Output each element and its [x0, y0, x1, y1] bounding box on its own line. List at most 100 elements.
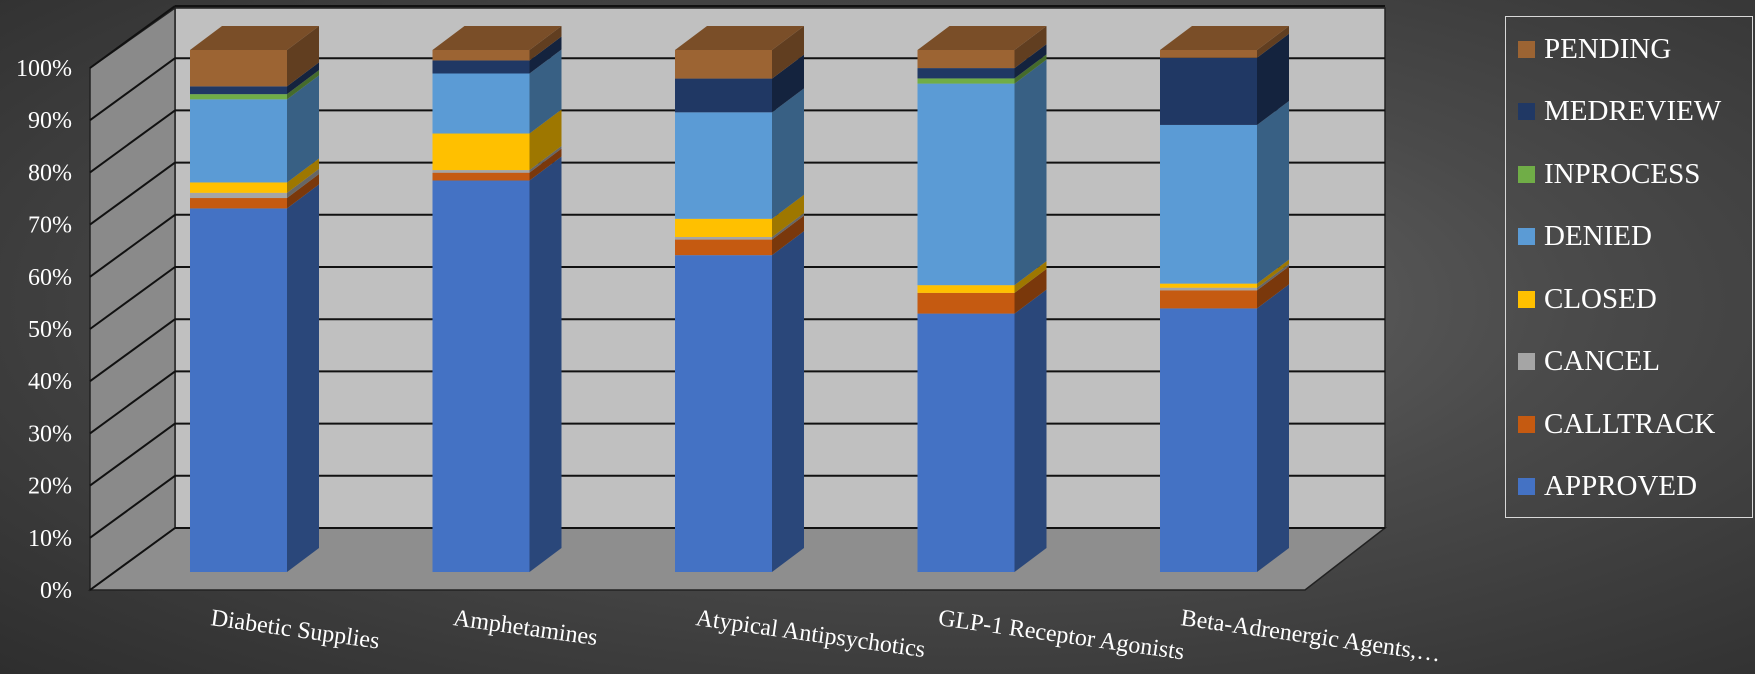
bar-segment — [1160, 100, 1289, 284]
y-tick-label: 50% — [28, 317, 72, 343]
bar-segment-side — [287, 26, 319, 87]
y-tick-label: 30% — [28, 421, 72, 447]
bar-segment-side — [287, 184, 319, 572]
bar-segment — [1160, 284, 1289, 572]
bar-segment-side — [287, 174, 319, 209]
legend-swatch — [1518, 353, 1535, 370]
legend-item: MEDREVIEW — [1518, 92, 1721, 132]
x-category-label: Amphetamines — [452, 605, 600, 651]
bar-segment-front — [1160, 287, 1257, 291]
x-category-label: Atypical Antipsychotics — [694, 605, 927, 663]
gridline-side — [89, 109, 176, 174]
bar-segment — [190, 174, 319, 209]
bar-segment-front — [432, 133, 530, 171]
bar-segment-front — [917, 50, 1015, 69]
bar-segment-side — [529, 156, 562, 572]
bar-segment-front — [675, 78, 772, 113]
bar-segment-side — [1257, 284, 1289, 572]
bar-segment-front — [917, 68, 1015, 79]
bar-segment-side — [1014, 261, 1047, 293]
bar-segment — [917, 268, 1047, 314]
bar-segment-front — [190, 86, 287, 95]
bar-segment-front — [675, 50, 772, 79]
bar-segment-side — [1014, 59, 1047, 286]
bar-segment-front — [190, 50, 287, 87]
bar-segment-front — [432, 60, 530, 74]
gridline-side — [89, 318, 176, 383]
legend-label: DENIED — [1544, 220, 1652, 252]
bar-segment — [190, 168, 319, 199]
bar-segment — [432, 36, 562, 74]
bar-segment — [675, 88, 804, 219]
chart-legend: PENDING MEDREVIEW INPROCESS DENIED CLOSED CAN… — [1505, 16, 1753, 518]
bar-segment-side — [1014, 268, 1047, 314]
legend-label: MEDREVIEW — [1544, 95, 1722, 127]
bar-segment-front — [917, 78, 1015, 84]
bar-segment-front — [432, 73, 530, 134]
bar-segment — [432, 156, 562, 572]
bar-segment — [917, 59, 1047, 286]
y-tick-label: 100% — [16, 56, 72, 82]
legend-item: APPROVED — [1518, 467, 1697, 507]
gridline-side — [89, 213, 176, 278]
bar-segment — [675, 54, 804, 113]
bar-segment — [190, 62, 319, 95]
bar-top-face — [190, 26, 319, 50]
bar-segment-side — [772, 194, 804, 237]
y-tick-label: 0% — [40, 578, 72, 604]
bar-segment — [675, 215, 804, 256]
bar-segment-front — [675, 218, 772, 237]
legend-label: APPROVED — [1544, 470, 1698, 502]
bar-stack — [432, 26, 562, 572]
gridline-side — [89, 422, 176, 487]
bar-segment — [675, 26, 804, 79]
chart-bars — [190, 26, 1289, 572]
bar-segment-front — [432, 180, 530, 572]
legend-label: CLOSED — [1544, 282, 1657, 315]
bar-segment-side — [529, 49, 562, 134]
gridline-side — [89, 474, 176, 539]
bar-segment-side — [772, 26, 804, 79]
bar-segment-front — [917, 292, 1015, 314]
bar-stack — [917, 26, 1047, 572]
bar-segment-front — [432, 170, 530, 173]
legend-swatch — [1518, 415, 1535, 433]
bar-segment-side — [1257, 26, 1289, 58]
bar-segment-front — [432, 50, 530, 61]
legend-item: CALLTRACK — [1518, 404, 1715, 444]
bar-segment-side — [772, 215, 804, 256]
bar-segment-side — [1257, 259, 1289, 288]
legend-swatch — [1518, 290, 1535, 308]
legend-item: CLOSED — [1518, 279, 1657, 319]
y-tick-label: 20% — [28, 474, 72, 500]
bar-segment — [1160, 266, 1289, 309]
bar-segment — [1160, 33, 1289, 125]
bar-segment — [432, 109, 562, 171]
bar-segment-side — [287, 70, 319, 100]
y-tick-label: 60% — [28, 265, 72, 291]
bar-segment-front — [1160, 283, 1257, 288]
bar-stack — [675, 26, 804, 572]
bar-segment-side — [1014, 289, 1047, 572]
gridline-side — [89, 5, 176, 69]
legend-item: PENDING — [1518, 29, 1671, 69]
gridline-side — [89, 527, 176, 591]
y-tick-label: 10% — [28, 526, 72, 552]
bar-segment-front — [1160, 57, 1257, 125]
bar-segment-side — [1014, 44, 1047, 79]
bar-segment — [917, 44, 1047, 79]
bar-stack — [190, 26, 319, 572]
y-tick-label: 40% — [28, 369, 72, 395]
legend-swatch — [1518, 478, 1535, 495]
legend-swatch — [1518, 165, 1535, 183]
bar-top-face — [917, 26, 1047, 50]
legend-item: DENIED — [1518, 217, 1652, 257]
bar-segment — [190, 75, 319, 183]
bar-segment — [917, 261, 1047, 293]
x-category-label: Beta-Adrenergic Agents,… — [1179, 605, 1442, 667]
bar-segment-front — [1160, 50, 1257, 58]
bar-segment — [675, 231, 804, 572]
bar-segment — [190, 26, 319, 87]
bar-segment — [675, 212, 804, 240]
bar-segment — [190, 70, 319, 100]
